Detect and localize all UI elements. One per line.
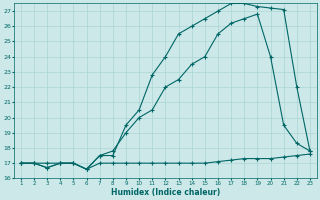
X-axis label: Humidex (Indice chaleur): Humidex (Indice chaleur) xyxy=(111,188,220,197)
